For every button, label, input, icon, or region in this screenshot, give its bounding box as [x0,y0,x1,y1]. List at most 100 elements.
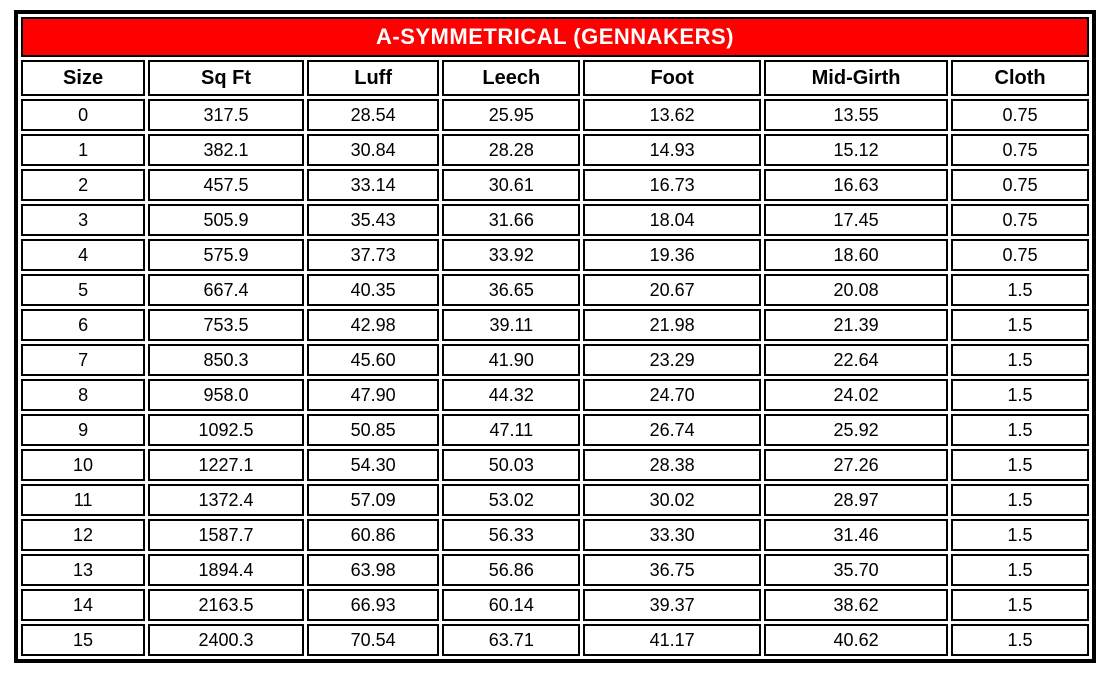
table-cell-mid-girth: 13.55 [764,99,949,131]
table-cell-size: 4 [21,239,146,271]
gennaker-spec-table: A-SYMMETRICAL (GENNAKERS) Size Sq Ft Luf… [14,10,1096,663]
table-cell-foot: 30.02 [583,484,762,516]
table-cell-mid-girth: 28.97 [764,484,949,516]
table-cell-luff: 42.98 [306,309,440,341]
table-cell-mid-girth: 15.12 [764,134,949,166]
table-row: 15 2400.3 70.54 63.71 41.17 40.62 1.5 [21,624,1089,656]
table-cell-size: 13 [21,554,146,586]
table-title: A-SYMMETRICAL (GENNAKERS) [21,17,1089,57]
table-cell-leech: 31.66 [442,204,581,236]
table-cell-luff: 40.35 [306,274,440,306]
table-cell-cloth: 1.5 [951,519,1089,551]
table-cell-size: 3 [21,204,146,236]
table-cell-mid-girth: 16.63 [764,169,949,201]
table-cell-leech: 33.92 [442,239,581,271]
table-cell-mid-girth: 21.39 [764,309,949,341]
table-cell-mid-girth: 25.92 [764,414,949,446]
column-header-leech: Leech [442,60,581,96]
table-cell-cloth: 1.5 [951,344,1089,376]
column-header-foot: Foot [583,60,762,96]
table-cell-sqft: 1227.1 [148,449,304,481]
column-header-sqft: Sq Ft [148,60,304,96]
table-row: 3 505.9 35.43 31.66 18.04 17.45 0.75 [21,204,1089,236]
table-cell-leech: 50.03 [442,449,581,481]
table-cell-mid-girth: 24.02 [764,379,949,411]
table-cell-sqft: 1894.4 [148,554,304,586]
table-cell-sqft: 317.5 [148,99,304,131]
table-row: 4 575.9 37.73 33.92 19.36 18.60 0.75 [21,239,1089,271]
table-cell-sqft: 2163.5 [148,589,304,621]
column-header-luff: Luff [306,60,440,96]
table-row: 6 753.5 42.98 39.11 21.98 21.39 1.5 [21,309,1089,341]
table-cell-luff: 57.09 [306,484,440,516]
table-cell-foot: 18.04 [583,204,762,236]
table-cell-luff: 37.73 [306,239,440,271]
table-cell-mid-girth: 20.08 [764,274,949,306]
table-row: 8 958.0 47.90 44.32 24.70 24.02 1.5 [21,379,1089,411]
table-cell-size: 14 [21,589,146,621]
table-cell-leech: 56.86 [442,554,581,586]
table-cell-foot: 28.38 [583,449,762,481]
table-cell-cloth: 0.75 [951,134,1089,166]
table-cell-leech: 28.28 [442,134,581,166]
table-cell-foot: 33.30 [583,519,762,551]
table-cell-size: 2 [21,169,146,201]
table-cell-cloth: 1.5 [951,379,1089,411]
table-cell-foot: 20.67 [583,274,762,306]
table-cell-leech: 44.32 [442,379,581,411]
table-row: 2 457.5 33.14 30.61 16.73 16.63 0.75 [21,169,1089,201]
table-row: 1 382.1 30.84 28.28 14.93 15.12 0.75 [21,134,1089,166]
table-cell-sqft: 667.4 [148,274,304,306]
table-cell-luff: 30.84 [306,134,440,166]
table-cell-luff: 50.85 [306,414,440,446]
table-cell-cloth: 1.5 [951,309,1089,341]
table-cell-cloth: 1.5 [951,274,1089,306]
table-cell-cloth: 1.5 [951,589,1089,621]
table-cell-sqft: 575.9 [148,239,304,271]
table-row: 9 1092.5 50.85 47.11 26.74 25.92 1.5 [21,414,1089,446]
table-cell-mid-girth: 38.62 [764,589,949,621]
table-cell-foot: 39.37 [583,589,762,621]
table-cell-size: 0 [21,99,146,131]
table-cell-sqft: 753.5 [148,309,304,341]
table-cell-cloth: 1.5 [951,414,1089,446]
table-cell-leech: 56.33 [442,519,581,551]
table-cell-leech: 39.11 [442,309,581,341]
table-cell-size: 11 [21,484,146,516]
table-cell-leech: 30.61 [442,169,581,201]
table-cell-luff: 60.86 [306,519,440,551]
table-cell-sqft: 2400.3 [148,624,304,656]
table-cell-leech: 63.71 [442,624,581,656]
table-cell-sqft: 850.3 [148,344,304,376]
table-cell-mid-girth: 18.60 [764,239,949,271]
table-cell-cloth: 1.5 [951,554,1089,586]
table-cell-foot: 23.29 [583,344,762,376]
table-cell-leech: 53.02 [442,484,581,516]
gennaker-spec-table-container: A-SYMMETRICAL (GENNAKERS) Size Sq Ft Luf… [14,10,1096,663]
table-cell-luff: 70.54 [306,624,440,656]
table-cell-foot: 19.36 [583,239,762,271]
table-row: 5 667.4 40.35 36.65 20.67 20.08 1.5 [21,274,1089,306]
table-cell-mid-girth: 40.62 [764,624,949,656]
table-cell-size: 6 [21,309,146,341]
table-cell-foot: 13.62 [583,99,762,131]
table-cell-cloth: 0.75 [951,239,1089,271]
table-cell-leech: 47.11 [442,414,581,446]
table-cell-size: 15 [21,624,146,656]
table-cell-size: 10 [21,449,146,481]
title-row: A-SYMMETRICAL (GENNAKERS) [21,17,1089,57]
table-cell-mid-girth: 17.45 [764,204,949,236]
table-cell-sqft: 958.0 [148,379,304,411]
table-cell-sqft: 1092.5 [148,414,304,446]
table-cell-luff: 33.14 [306,169,440,201]
table-cell-luff: 28.54 [306,99,440,131]
table-cell-size: 9 [21,414,146,446]
table-cell-foot: 41.17 [583,624,762,656]
table-cell-luff: 45.60 [306,344,440,376]
table-cell-leech: 41.90 [442,344,581,376]
table-cell-mid-girth: 27.26 [764,449,949,481]
table-cell-sqft: 382.1 [148,134,304,166]
table-cell-foot: 26.74 [583,414,762,446]
header-row: Size Sq Ft Luff Leech Foot Mid-Girth Clo… [21,60,1089,96]
table-cell-luff: 66.93 [306,589,440,621]
